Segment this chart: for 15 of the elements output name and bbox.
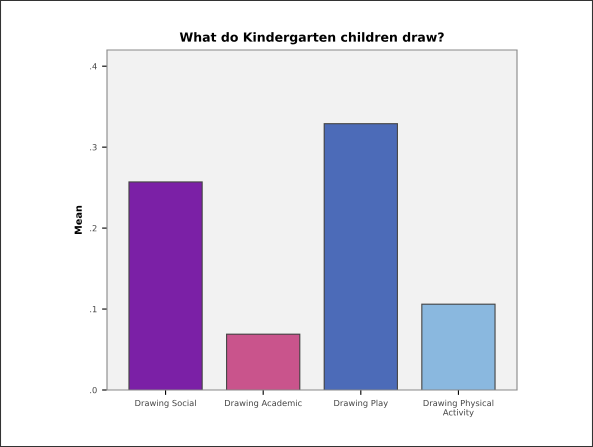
y-tick-label: .3: [90, 144, 97, 150]
bar: [226, 334, 300, 390]
x-tick-label: Drawing Academic: [225, 400, 302, 408]
y-tick-label: .2: [90, 225, 96, 232]
bar: [324, 123, 398, 390]
chart-title: What do Kindergarten children draw?: [180, 32, 444, 44]
y-tick-label: .0: [90, 386, 97, 394]
y-axis-title: Mean: [74, 206, 82, 234]
y-tick-label: .1: [90, 306, 97, 312]
x-tick-label: Drawing Social: [135, 400, 196, 408]
x-tick-label: Drawing Physical Activity: [424, 400, 494, 418]
bar: [421, 304, 496, 390]
y-tick-label: .4: [90, 63, 97, 70]
bar: [128, 181, 203, 390]
x-tick-label: Drawing Play: [334, 400, 388, 408]
